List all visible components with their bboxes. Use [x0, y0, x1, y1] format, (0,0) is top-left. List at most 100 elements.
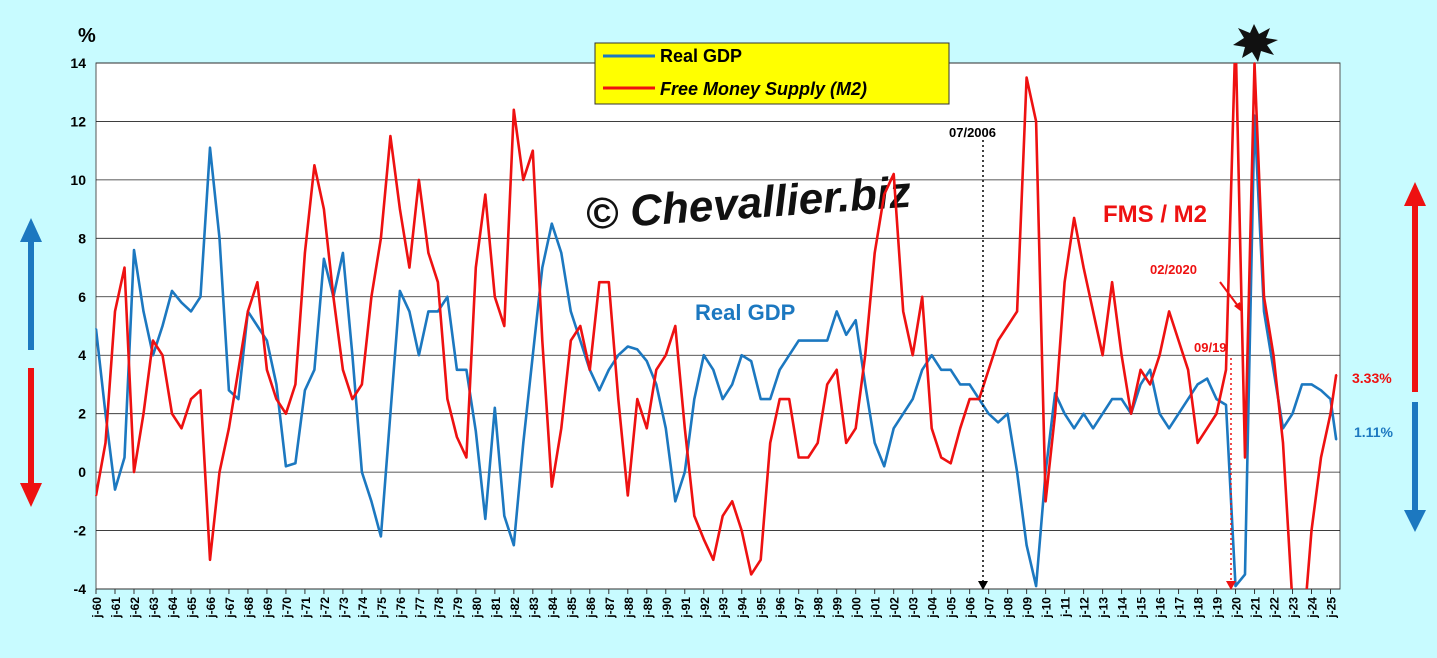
y-tick-label: 0: [78, 464, 86, 480]
gdp-point: [104, 412, 107, 415]
gdp-inline-label: Real GDP: [695, 300, 795, 325]
m2-point: [1035, 120, 1038, 123]
gdp-point: [1016, 471, 1019, 474]
gdp-point: [845, 333, 848, 336]
m2-point: [218, 471, 221, 474]
x-tick-label: j-25: [1325, 597, 1339, 619]
x-tick-label: j-90: [660, 597, 674, 619]
gdp-point: [512, 544, 515, 547]
gdp-point: [997, 421, 1000, 424]
m2-point: [816, 441, 819, 444]
m2-point: [902, 310, 905, 313]
gdp-point: [323, 257, 325, 260]
x-tick-label: j-10: [1040, 597, 1054, 619]
gdp-point: [883, 465, 886, 468]
gdp-point: [1187, 398, 1189, 400]
gdp-point: [417, 354, 420, 357]
x-tick-label: j-92: [698, 597, 712, 619]
right-down-arrow-icon: [1404, 402, 1426, 532]
m2-point: [360, 383, 363, 386]
m2-point: [873, 252, 876, 254]
m2-point: [854, 427, 857, 430]
gdp-point: [740, 354, 743, 357]
m2-point: [588, 368, 591, 371]
legend-label-gdp: Real GDP: [660, 46, 742, 66]
m2-point: [1282, 441, 1284, 444]
gdp-point: [911, 398, 914, 400]
gdp-point: [446, 295, 449, 298]
gdp-point: [190, 310, 192, 313]
gdp-point: [550, 222, 553, 225]
m2-point: [968, 398, 971, 400]
x-tick-label: j-61: [109, 597, 123, 619]
gdp-point: [1320, 389, 1322, 392]
gdp-point: [750, 360, 753, 362]
gdp-point: [712, 368, 715, 371]
m2-point: [807, 456, 810, 459]
x-tick-label: j-24: [1306, 597, 1320, 619]
m2-point: [579, 325, 582, 327]
m2-point: [1320, 456, 1322, 459]
x-tick-label: j-23: [1287, 597, 1301, 619]
marker-2019-label: 09/19: [1194, 340, 1227, 355]
x-tick-label: j-08: [1002, 597, 1016, 619]
gdp-point: [228, 389, 230, 392]
x-tick-label: j-09: [1021, 597, 1035, 619]
x-tick-label: j-76: [394, 597, 408, 619]
m2-point: [152, 339, 154, 342]
x-tick-label: j-91: [679, 597, 693, 619]
m2-point: [1335, 373, 1338, 376]
y-tick-label: 12: [70, 113, 86, 129]
m2-point: [1063, 281, 1066, 284]
gdp-point: [873, 441, 876, 444]
m2-point: [427, 252, 430, 254]
x-tick-label: j-97: [793, 597, 807, 619]
gdp-point: [1335, 438, 1338, 441]
m2-point: [1168, 310, 1170, 313]
gdp-point: [436, 310, 439, 313]
gdp-point: [522, 441, 525, 444]
left-up-arrow-icon: [20, 218, 42, 350]
m2-point: [275, 398, 278, 400]
x-tick-label: j-20: [1230, 597, 1244, 619]
gdp-point: [778, 368, 781, 371]
x-tick-label: j-00: [850, 597, 864, 619]
m2-point: [550, 485, 553, 488]
gdp-point: [930, 354, 933, 357]
gdp-point: [826, 339, 829, 342]
x-tick-label: j-04: [926, 597, 940, 619]
gdp-point: [664, 427, 667, 430]
gdp-point: [921, 368, 924, 371]
x-axis: j-60 j-61 j-62 j-63 j-64 j-65 j-66 j-67 j-68 j-69…: [90, 589, 1339, 619]
gdp-point: [474, 430, 477, 433]
gdp-point: [1120, 398, 1123, 400]
m2-point: [408, 266, 411, 269]
m2-point: [342, 368, 344, 371]
m2-point: [949, 462, 952, 465]
y-axis: -4 -2 0 2 4 6 8 10 12 14: [70, 55, 86, 597]
marker-2020-arrow: [1219, 281, 1239, 307]
m2-point: [674, 325, 677, 327]
gdp-point: [788, 354, 791, 357]
right-arrows: [1404, 182, 1426, 532]
m2-point: [997, 339, 1000, 342]
gdp-point: [180, 301, 183, 304]
m2-point: [247, 310, 249, 313]
gdp-last-value: 1.11%: [1354, 424, 1393, 440]
m2-point: [161, 354, 164, 357]
m2-point: [797, 456, 800, 459]
fms-inline-label: FMS / M2: [1103, 201, 1207, 228]
m2-point: [1215, 412, 1218, 415]
gdp-point: [313, 368, 316, 371]
gdp-point: [1329, 398, 1332, 400]
gdp-point: [1301, 383, 1303, 386]
gdp-point: [598, 389, 601, 392]
gdp-point: [304, 389, 306, 392]
gdp-point: [636, 348, 639, 351]
x-tick-label: j-87: [603, 597, 617, 619]
gdp-point: [1234, 585, 1237, 587]
x-tick-label: j-66: [204, 597, 218, 619]
marker-2019-arrowhead: [1226, 581, 1236, 590]
m2-point: [332, 295, 335, 298]
y-tick-label: 8: [78, 230, 86, 246]
